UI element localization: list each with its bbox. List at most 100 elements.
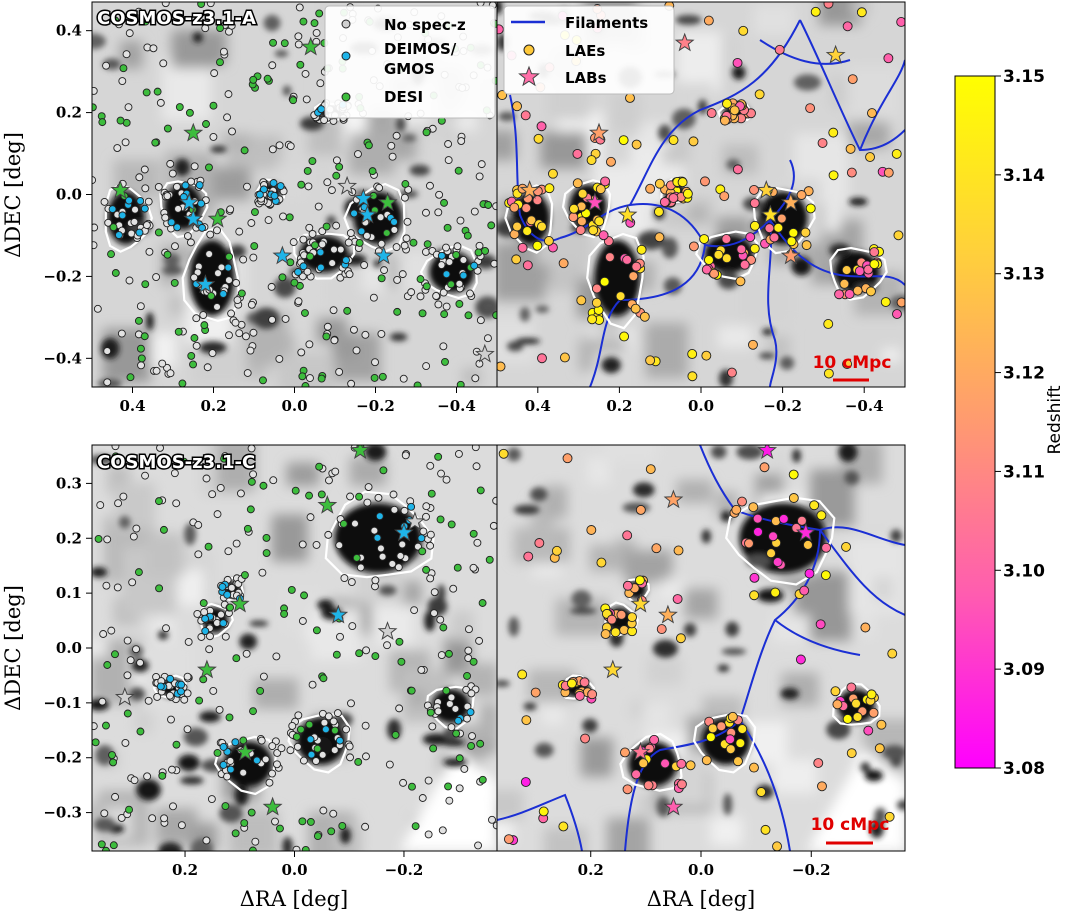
data-point	[135, 228, 144, 237]
data-point	[205, 250, 214, 258]
lae-point	[832, 699, 843, 710]
data-point	[137, 361, 145, 370]
data-point	[329, 809, 338, 818]
data-point	[167, 765, 176, 774]
data-point	[303, 166, 312, 175]
lab-star	[780, 192, 801, 212]
data-point	[197, 2, 206, 8]
ylabel-top: ΔDEC [deg]	[1, 132, 25, 258]
lae-point	[866, 689, 877, 700]
data-point	[239, 255, 248, 264]
data-point	[144, 197, 153, 206]
density-patch	[450, 610, 474, 641]
lab-star	[663, 796, 684, 816]
data-point	[407, 288, 416, 297]
data-point	[265, 778, 274, 787]
density-knot	[440, 738, 465, 747]
data-point	[117, 329, 126, 338]
data-point	[250, 242, 259, 251]
data-point	[399, 374, 408, 383]
legend-marker-laes	[523, 44, 535, 56]
lae-point	[721, 234, 732, 244]
data-point	[176, 460, 184, 469]
data-point	[186, 238, 195, 247]
density-patch	[580, 737, 614, 777]
lae-point	[656, 624, 667, 635]
lae-point	[731, 504, 742, 515]
data-point	[419, 527, 428, 536]
lae-point	[846, 748, 857, 759]
data-point	[426, 541, 435, 550]
data-point	[460, 765, 469, 773]
data-point	[488, 815, 496, 824]
data-point	[308, 229, 317, 238]
lae-point	[821, 542, 832, 553]
data-point	[428, 722, 437, 731]
lae-point	[839, 278, 850, 289]
data-point	[332, 156, 341, 165]
lab-star	[197, 659, 217, 679]
data-point	[454, 166, 463, 175]
data-point	[213, 302, 221, 311]
data-point	[388, 559, 397, 568]
data-point	[96, 501, 105, 510]
lae-point	[543, 235, 554, 246]
data-point	[263, 74, 272, 83]
data-point	[209, 101, 218, 110]
data-point	[349, 325, 358, 334]
data-point	[440, 310, 449, 319]
data-point	[103, 661, 112, 669]
lae-point	[600, 176, 611, 187]
data-point	[239, 736, 248, 745]
data-point	[148, 814, 157, 823]
data-point	[298, 617, 307, 625]
data-point	[136, 197, 145, 205]
data-point	[317, 374, 326, 383]
data-point	[240, 146, 249, 155]
data-point	[216, 58, 224, 67]
data-point	[476, 2, 485, 7]
lae-point	[520, 110, 531, 121]
data-point	[356, 563, 365, 572]
data-point	[268, 145, 277, 154]
data-point	[123, 636, 132, 645]
lae-point	[754, 89, 765, 100]
data-point	[156, 445, 164, 452]
data-point	[224, 263, 233, 272]
data-point	[316, 248, 325, 257]
data-point	[92, 86, 98, 95]
data-point	[236, 489, 245, 498]
lab-star	[825, 44, 846, 64]
x-tick-label: −0.2	[356, 397, 395, 415]
lae-point	[645, 464, 656, 475]
lab-star	[262, 796, 283, 816]
data-point	[93, 304, 102, 313]
lab-star	[377, 192, 398, 212]
lae-point	[863, 264, 874, 275]
data-point	[347, 699, 355, 708]
data-point	[426, 708, 435, 717]
axis-ticks: 0.4 0.2 0.0 −0.2 −0.4 0.4 0.2 0.0 −0.2 −0.4 0.4 0.2…	[43, 22, 883, 879]
data-point	[271, 817, 279, 826]
x-tick-label: 0.0	[281, 861, 307, 879]
lae-point	[883, 53, 894, 64]
data-point	[378, 372, 387, 381]
data-point	[268, 315, 277, 324]
data-point	[437, 251, 446, 260]
lae-point	[579, 677, 590, 688]
density-patch	[624, 550, 673, 584]
data-point	[306, 252, 315, 261]
lae-point	[497, 90, 508, 101]
data-point	[206, 632, 214, 641]
data-point	[152, 273, 161, 281]
x-tick-label: 0.2	[172, 861, 198, 879]
data-point	[202, 120, 210, 128]
data-point	[192, 341, 201, 350]
data-point	[346, 753, 354, 762]
lae-point	[559, 352, 570, 363]
lae-point	[587, 689, 598, 700]
density-knot	[672, 108, 696, 130]
data-point	[213, 510, 222, 519]
scale-bar-bottom: 10 cMpc	[811, 815, 889, 845]
data-point	[252, 756, 261, 765]
